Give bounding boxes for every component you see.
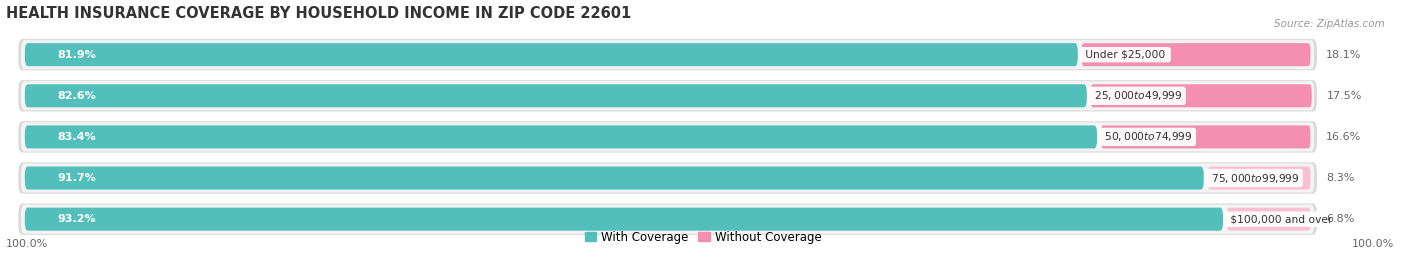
FancyBboxPatch shape [18,204,1317,235]
FancyBboxPatch shape [21,40,1315,69]
FancyBboxPatch shape [18,121,1317,153]
FancyBboxPatch shape [21,164,1315,193]
Text: HEALTH INSURANCE COVERAGE BY HOUSEHOLD INCOME IN ZIP CODE 22601: HEALTH INSURANCE COVERAGE BY HOUSEHOLD I… [6,6,631,20]
Text: 93.2%: 93.2% [58,214,96,224]
FancyBboxPatch shape [1091,84,1312,107]
FancyBboxPatch shape [1081,43,1310,66]
Text: Under $25,000: Under $25,000 [1081,50,1168,60]
Text: 100.0%: 100.0% [6,239,48,249]
Text: 8.3%: 8.3% [1326,173,1354,183]
Text: 82.6%: 82.6% [58,91,96,101]
FancyBboxPatch shape [18,39,1317,70]
Text: $75,000 to $99,999: $75,000 to $99,999 [1208,172,1301,185]
FancyBboxPatch shape [1208,167,1310,190]
Text: 18.1%: 18.1% [1326,50,1361,60]
Text: 6.8%: 6.8% [1326,214,1354,224]
Text: 17.5%: 17.5% [1327,91,1362,101]
Text: 91.7%: 91.7% [58,173,96,183]
Text: 100.0%: 100.0% [1351,239,1393,249]
FancyBboxPatch shape [1227,208,1310,231]
Text: 83.4%: 83.4% [58,132,96,142]
FancyBboxPatch shape [25,43,1078,66]
FancyBboxPatch shape [25,84,1087,107]
Text: $100,000 and over: $100,000 and over [1227,214,1336,224]
FancyBboxPatch shape [18,80,1317,111]
FancyBboxPatch shape [25,208,1223,231]
Text: $50,000 to $74,999: $50,000 to $74,999 [1101,130,1194,143]
FancyBboxPatch shape [25,125,1097,148]
FancyBboxPatch shape [21,81,1315,110]
Text: Source: ZipAtlas.com: Source: ZipAtlas.com [1274,19,1385,29]
Legend: With Coverage, Without Coverage: With Coverage, Without Coverage [579,226,827,249]
FancyBboxPatch shape [21,122,1315,151]
Text: 81.9%: 81.9% [58,50,96,60]
Text: $25,000 to $49,999: $25,000 to $49,999 [1091,89,1182,102]
Text: 16.6%: 16.6% [1326,132,1361,142]
FancyBboxPatch shape [18,162,1317,194]
FancyBboxPatch shape [1101,125,1310,148]
FancyBboxPatch shape [25,167,1204,190]
FancyBboxPatch shape [21,204,1315,234]
